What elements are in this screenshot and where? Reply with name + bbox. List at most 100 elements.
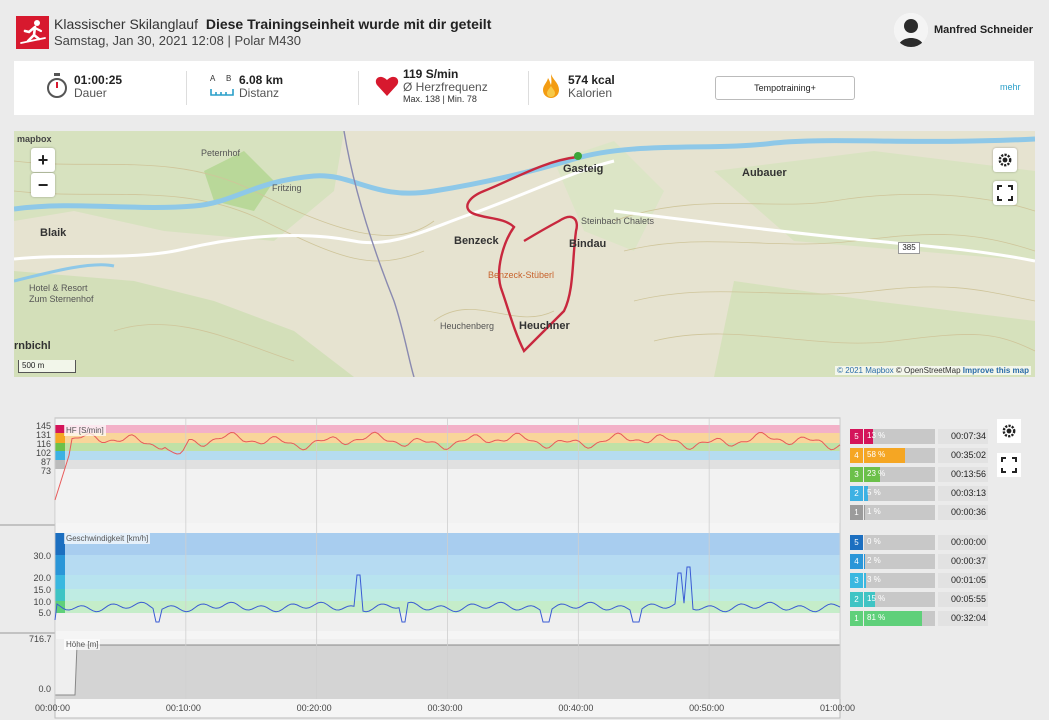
zone-bar: 3 % — [864, 573, 935, 588]
zone-number: 1 — [850, 611, 863, 626]
zone-bar-fill — [864, 429, 874, 444]
zone-percent: 1 % — [867, 507, 881, 516]
speed-series-line — [54, 566, 841, 623]
place-label: Benzeck — [454, 235, 499, 247]
zone-percent: 23 % — [867, 469, 886, 478]
map-settings-button[interactable] — [993, 148, 1017, 172]
speed-panel-title: Geschwindigkeit [km/h] — [64, 533, 151, 544]
hr-zone-marker — [55, 433, 65, 443]
speed-zone-marker — [55, 533, 65, 555]
time-axis-tick: 00:10:00 — [165, 703, 201, 713]
zoom-in-button[interactable]: + — [31, 148, 55, 172]
zone-time: 00:01:05 — [938, 573, 988, 588]
zone-bar: 2 % — [864, 554, 935, 569]
training-benefit-button[interactable]: Tempotraining+ — [715, 76, 855, 100]
more-link[interactable]: mehr — [1000, 82, 1021, 92]
hr-series-line — [54, 431, 841, 501]
zone-time: 00:00:36 — [938, 505, 988, 520]
zone-bar-fill — [864, 573, 867, 588]
distance-label: Distanz — [239, 86, 280, 100]
map-fullscreen-button[interactable] — [993, 181, 1017, 205]
place-label: Heuchenberg — [440, 321, 495, 331]
altitude-axis-tick: 0.0 — [38, 684, 51, 694]
zone-number: 5 — [850, 535, 863, 550]
speed-axis-tick: 15.0 — [33, 585, 51, 595]
place-label: Fritzing — [272, 183, 302, 193]
altitude-panel-title: Höhe [m] — [64, 639, 101, 650]
sport-name: Klassischer Skilanglauf — [54, 16, 198, 32]
time-axis-tick: 01:00:00 — [820, 703, 856, 713]
hr-zone-marker — [55, 451, 65, 460]
heart-icon — [375, 75, 399, 102]
distance-value: 6.08 km — [239, 73, 284, 87]
time-axis-tick: 00:40:00 — [558, 703, 594, 713]
map-attribution: © 2021 Mapbox © OpenStreetMap Improve th… — [835, 366, 1031, 375]
hr-zone-marker — [55, 425, 65, 433]
zone-bar: 81 % — [864, 611, 935, 626]
altitude-axis-tick: 716.7 — [29, 634, 52, 644]
zoom-out-button[interactable]: − — [31, 173, 55, 197]
session-meta: Samstag, Jan 30, 2021 12:08 | Polar M430 — [54, 33, 301, 48]
zone-bar: 13 % — [864, 429, 935, 444]
user-name[interactable]: Manfred Schneider — [934, 24, 1034, 36]
zone-number: 3 — [850, 573, 863, 588]
gear-icon — [1002, 424, 1016, 438]
zone-number: 3 — [850, 467, 863, 482]
stopwatch-icon — [46, 73, 68, 104]
charts-area: HF [S/min] Geschwindigkeit [km/h] Höhe [… — [0, 405, 1049, 720]
summary-bar: 01:00:25 Dauer A B 6.08 km Distanz 119 S… — [14, 61, 1034, 115]
place-label: Hotel & Resort Zum Sternenhof — [29, 283, 94, 304]
road-shield: 385 — [898, 242, 920, 254]
speed-zone-marker — [55, 601, 65, 613]
place-label: Heuchner — [519, 320, 570, 332]
duration-label: Dauer — [74, 86, 107, 100]
zone-time: 00:32:04 — [938, 611, 988, 626]
osm-link[interactable]: © OpenStreetMap — [895, 366, 961, 375]
mapbox-logo: mapbox — [17, 134, 52, 144]
hr-axis-tick: 131 — [35, 430, 51, 440]
zone-time: 00:00:00 — [938, 535, 988, 550]
zone-time: 00:03:13 — [938, 486, 988, 501]
place-label: Benzeck-Stüberl — [488, 270, 555, 280]
hr-label: Ø Herzfrequenz — [403, 80, 488, 94]
zone-percent: 13 % — [867, 431, 886, 440]
zone-bar: 1 % — [864, 505, 935, 520]
divider — [528, 71, 529, 105]
zone-bar-fill — [864, 554, 866, 569]
timeline-chart — [0, 417, 841, 719]
place-label: rnbichl — [14, 340, 51, 352]
hr-axis-tick: 73 — [40, 466, 51, 476]
route-map[interactable]: mapbox + − Peternhof Gasteig Aubauer Bla… — [14, 131, 1035, 377]
zone-number: 2 — [850, 486, 863, 501]
time-axis-tick: 00:30:00 — [427, 703, 463, 713]
expand-icon — [997, 185, 1013, 201]
zone-percent: 15 % — [867, 594, 886, 603]
hr-max-min: Max. 138 | Min. 78 — [403, 94, 477, 104]
user-avatar[interactable] — [894, 13, 928, 47]
place-label: Aubauer — [742, 167, 787, 179]
speed-axis-tick: 30.0 — [33, 551, 51, 561]
zone-time: 00:35:02 — [938, 448, 988, 463]
zone-number: 1 — [850, 505, 863, 520]
time-axis-tick: 00:00:00 — [35, 703, 71, 713]
shared-notice: Diese Trainingseinheit wurde mit dir get… — [205, 16, 492, 32]
time-axis-tick: 00:50:00 — [689, 703, 725, 713]
map-scale: 500 m — [18, 360, 76, 373]
mapbox-link[interactable]: © 2021 Mapbox — [837, 366, 894, 375]
improve-map-link[interactable]: Improve this map — [962, 366, 1029, 375]
place-label: Gasteig — [563, 163, 604, 175]
speed-axis-tick: 20.0 — [33, 573, 51, 583]
zone-bar-fill — [864, 486, 868, 501]
divider — [358, 71, 359, 105]
gear-icon — [998, 153, 1012, 167]
divider — [186, 71, 187, 105]
chart-settings-button[interactable] — [997, 419, 1021, 443]
place-label: Steinbach Chalets — [581, 216, 655, 226]
chart-fullscreen-button[interactable] — [997, 453, 1021, 477]
place-label: Blaik — [40, 227, 67, 239]
duration-value: 01:00:25 — [74, 73, 123, 87]
speed-zone-marker — [55, 555, 65, 575]
place-label: Bindau — [569, 238, 607, 250]
hr-axis-tick: 116 — [36, 439, 51, 449]
zone-bar-fill — [864, 611, 922, 626]
